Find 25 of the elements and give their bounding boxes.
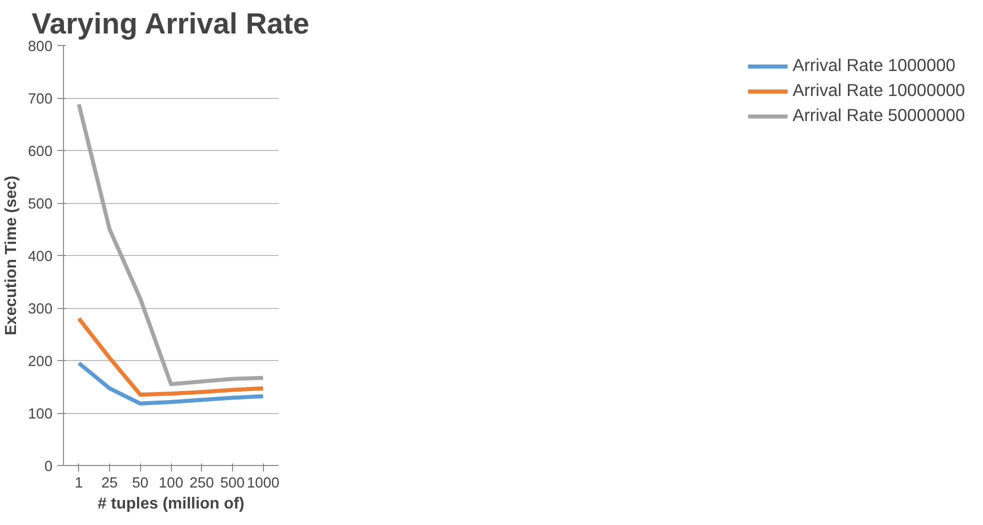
y-tick-label: 700 <box>28 92 53 108</box>
x-tick-label: 1000 <box>246 476 280 492</box>
legend-label: Arrival Rate 1000000 <box>792 55 956 76</box>
x-tick-label: 50 <box>132 476 148 492</box>
x-tick-label: 1 <box>74 476 83 492</box>
y-tick-label: 200 <box>28 354 53 370</box>
x-tick-label: 250 <box>189 476 214 492</box>
legend-label: Arrival Rate 10000000 <box>792 80 965 101</box>
x-tick-label: 25 <box>101 476 118 492</box>
legend-label: Arrival Rate 50000000 <box>792 105 965 126</box>
y-tick-label: 300 <box>28 302 53 318</box>
y-axis-title: Execution Time (sec) <box>3 176 20 336</box>
x-tick-label: 100 <box>158 476 184 492</box>
line-series <box>76 316 266 397</box>
y-tick-label: 400 <box>28 249 53 265</box>
y-tick-label: 800 <box>28 39 53 55</box>
y-tick-label: 600 <box>28 144 53 160</box>
y-tick-label: 0 <box>44 459 53 475</box>
x-axis-title: # tuples (million of) <box>98 496 244 512</box>
y-tick-label: 500 <box>28 196 53 212</box>
y-tick-label: 100 <box>28 406 53 422</box>
x-tick-label: 500 <box>220 476 245 492</box>
chart-title: Varying Arrival Rate <box>32 8 310 40</box>
line-series <box>76 361 266 406</box>
line-series <box>76 102 266 386</box>
